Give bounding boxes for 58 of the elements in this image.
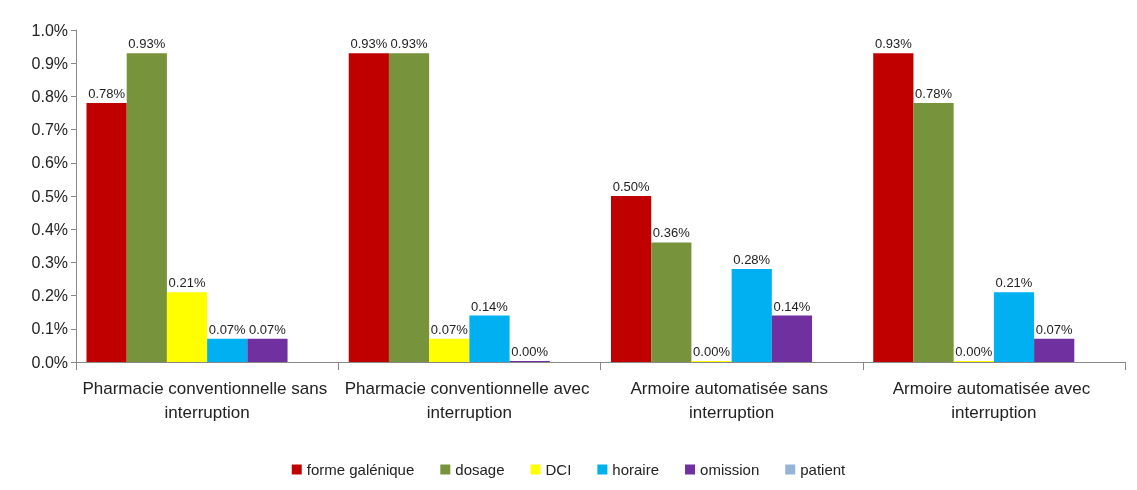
- data-label: 0.14%: [471, 298, 509, 314]
- data-label: 0.78%: [915, 86, 953, 102]
- bar: [610, 196, 652, 362]
- x-tick-label: Pharmacie conventionnelle avec interruption: [344, 378, 595, 422]
- data-label: 0.00%: [511, 344, 549, 359]
- data-label: 0.93%: [128, 36, 166, 52]
- bar: [388, 53, 430, 362]
- y-tick-label: 0.9%: [31, 54, 68, 72]
- bar: [1034, 338, 1075, 362]
- bar: [207, 338, 248, 362]
- data-label: 0.00%: [955, 344, 993, 359]
- data-label: 0.50%: [612, 179, 650, 194]
- bar: [86, 103, 127, 362]
- bar: [348, 53, 389, 362]
- bar: [166, 292, 208, 362]
- y-tick-label: 0.0%: [31, 353, 68, 371]
- bar: [429, 338, 470, 362]
- bar: [731, 269, 772, 362]
- data-label: 0.07%: [208, 321, 247, 337]
- data-label: 0.14%: [773, 298, 811, 314]
- y-tick-label: 0.3%: [31, 253, 68, 271]
- y-tick-label: 0.4%: [31, 220, 68, 238]
- legend-label: DCI: [545, 461, 572, 478]
- y-tick-label: 0.8%: [31, 87, 68, 105]
- bar: [651, 242, 692, 362]
- y-tick-label: 1.0%: [31, 21, 68, 39]
- y-tick-label: 0.6%: [31, 154, 68, 172]
- data-label: 0.07%: [1035, 321, 1074, 337]
- data-label: 0.00%: [693, 344, 731, 359]
- y-tick-label: 0.2%: [31, 287, 68, 305]
- x-tick-label: Armoire automatisée avec interruption: [892, 378, 1095, 422]
- data-label: 0.21%: [995, 275, 1033, 291]
- y-tick-label: 0.5%: [31, 187, 68, 205]
- x-tick-label: Armoire automatisée sans interruption: [630, 378, 833, 422]
- data-label: 0.93%: [350, 36, 388, 52]
- bar: [993, 292, 1035, 362]
- data-label: 0.28%: [733, 252, 771, 268]
- data-label: 0.78%: [88, 86, 126, 102]
- legend-label: dosage: [455, 461, 505, 478]
- bar: [247, 338, 288, 362]
- legend-label: omission: [700, 461, 760, 478]
- data-label: 0.36%: [652, 225, 691, 241]
- bar: [126, 53, 167, 362]
- legend-label: forme galénique: [306, 461, 415, 478]
- bar: [469, 315, 510, 362]
- data-label: 0.93%: [390, 36, 428, 52]
- data-label: 0.07%: [430, 321, 469, 337]
- x-tick-label: Pharmacie conventionnelle sans interruption: [82, 378, 332, 422]
- data-label: 0.21%: [168, 275, 206, 291]
- legend-label: horaire: [612, 461, 660, 478]
- y-tick-label: 0.7%: [31, 121, 68, 139]
- legend-label: patient: [800, 461, 847, 478]
- bar: [913, 103, 954, 362]
- data-label: 0.07%: [249, 321, 287, 337]
- y-tick-label: 0.1%: [31, 320, 68, 338]
- data-label: 0.93%: [874, 36, 913, 52]
- bar: [873, 53, 914, 362]
- bar: [771, 315, 813, 362]
